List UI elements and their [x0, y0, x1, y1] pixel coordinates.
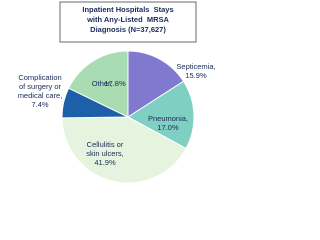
title-box: [59, 1, 197, 43]
pie-slice: [127, 50, 185, 118]
slice-label: Pneumonia,: [148, 114, 188, 123]
slice-label: Cellulitis or skin ulcers,: [86, 140, 124, 158]
pie-slice: [61, 116, 187, 184]
chart-title: Inpatient Hospitals Stays with Any-Listed…: [82, 5, 173, 34]
value-label: 7.4%: [31, 100, 48, 109]
value-label: 17.8%: [104, 79, 126, 88]
slice-label: Other,: [92, 79, 112, 88]
chart: Inpatient Hospitals Stays with Any-Listed…: [18, 1, 216, 184]
value-label: 15.9%: [185, 71, 207, 80]
pie-slice: [67, 50, 129, 118]
value-label: 17.0%: [157, 123, 179, 132]
slice-label: Septicemia,: [176, 62, 215, 71]
pie-slice: [127, 80, 195, 150]
value-label: 41.9%: [94, 158, 116, 167]
slice-label: Complication of surgery or medical care,: [18, 73, 63, 100]
